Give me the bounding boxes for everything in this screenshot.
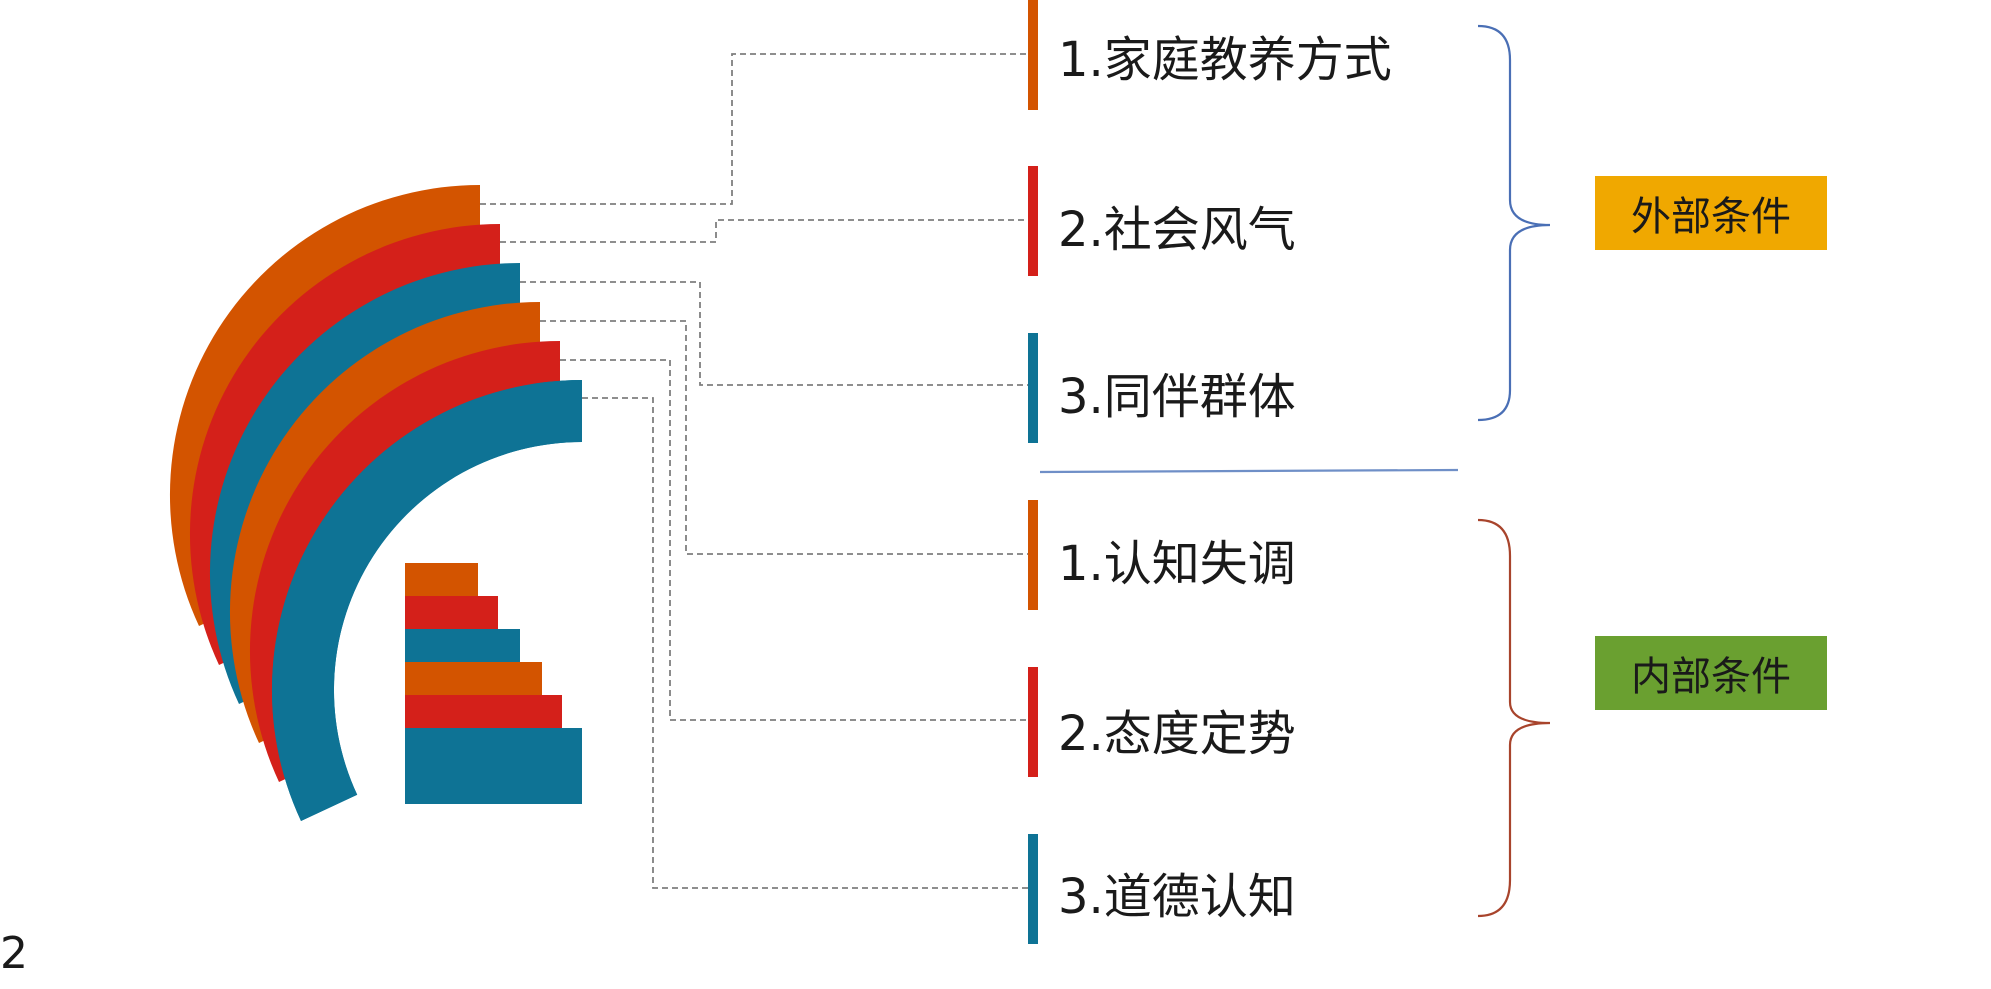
connector-5 bbox=[560, 359, 1028, 721]
connector-1 bbox=[480, 53, 1028, 205]
external-item-1-label: 1.家庭教养方式 bbox=[1058, 32, 1392, 88]
step-band-3 bbox=[405, 629, 520, 665]
arc-band-1 bbox=[169, 185, 480, 626]
arc-band-2 bbox=[189, 224, 501, 665]
connector-4 bbox=[540, 320, 1028, 555]
group-divider bbox=[1039, 468, 1459, 474]
internal-item-2-label: 2.态度定势 bbox=[1058, 706, 1296, 762]
external-item-2-label: 2.社会风气 bbox=[1058, 202, 1296, 258]
step-band-6 bbox=[405, 728, 582, 804]
internal-item-3-label: 3.道德认知 bbox=[1058, 869, 1296, 925]
external-bracket bbox=[1477, 24, 1551, 422]
arc-band-4 bbox=[229, 302, 540, 743]
item-marker-1 bbox=[1028, 0, 1038, 110]
arc-band-5 bbox=[249, 341, 561, 782]
connector-2 bbox=[500, 219, 1028, 243]
item-marker-4 bbox=[1028, 500, 1038, 610]
item-markers bbox=[1028, 0, 1038, 944]
item-marker-6 bbox=[1028, 834, 1038, 944]
step-band-2 bbox=[405, 596, 498, 632]
page-number: 2 bbox=[0, 928, 28, 979]
stacked-arc-graphic bbox=[169, 185, 582, 821]
external-item-3-label: 3.同伴群体 bbox=[1058, 369, 1296, 425]
connector-6 bbox=[582, 397, 1028, 889]
internal-bracket bbox=[1477, 518, 1551, 918]
group-brackets bbox=[1039, 24, 1551, 918]
internal-item-1-label: 1.认知失调 bbox=[1058, 536, 1296, 592]
connector-3 bbox=[520, 281, 1028, 386]
arc-band-3 bbox=[209, 262, 520, 704]
item-marker-3 bbox=[1028, 333, 1038, 443]
step-band-4 bbox=[405, 662, 542, 698]
item-marker-2 bbox=[1028, 166, 1038, 276]
external-conditions-tag: 外部条件 bbox=[1595, 176, 1827, 250]
step-band-1 bbox=[405, 563, 478, 599]
arc-band-front bbox=[271, 380, 582, 821]
step-band-5 bbox=[405, 695, 562, 731]
connector-lines bbox=[480, 53, 1028, 889]
item-marker-5 bbox=[1028, 667, 1038, 777]
internal-conditions-tag: 内部条件 bbox=[1595, 636, 1827, 710]
